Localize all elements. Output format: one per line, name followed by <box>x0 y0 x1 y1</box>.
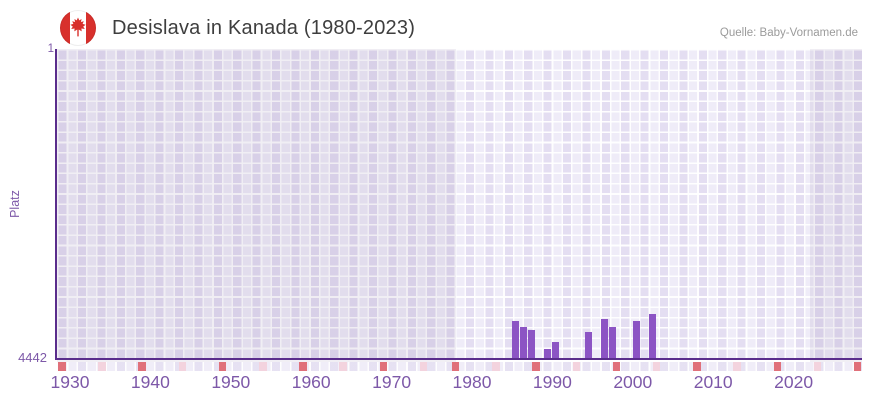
pink-marker-tile-2023 <box>813 362 822 371</box>
canada-flag-icon <box>60 10 96 46</box>
bar-1985[interactable] <box>512 321 520 358</box>
bar-1986[interactable] <box>520 326 528 358</box>
red-marker-tile-1929 <box>58 362 66 371</box>
pink-marker-tile-1944 <box>178 362 187 371</box>
bar-1987[interactable] <box>528 330 536 358</box>
x-tick-1970: 1970 <box>372 372 412 392</box>
x-tick-1990: 1990 <box>532 372 572 392</box>
x-tick-2010: 2010 <box>693 372 733 392</box>
x-tick-1940: 1940 <box>130 372 170 392</box>
bar-1997[interactable] <box>608 326 616 358</box>
pink-marker-tile-1993 <box>572 362 580 371</box>
red-marker-tile-1939 <box>138 362 146 371</box>
x-tick-1980: 1980 <box>452 372 492 392</box>
y-axis-max-label: 1 <box>47 43 54 55</box>
bar-2002[interactable] <box>648 314 656 358</box>
x-tick-1960: 1960 <box>291 372 331 392</box>
red-marker-tile-1978 <box>451 362 460 371</box>
red-marker-tile-1969 <box>379 362 388 371</box>
pink-marker-tile-2003 <box>652 362 661 371</box>
x-tick-2000: 2000 <box>613 372 653 392</box>
x-tick-1950: 1950 <box>211 372 251 392</box>
page-title: Desislava in Kanada (1980-2023) <box>112 17 416 39</box>
pink-marker-tile-1974 <box>419 362 428 371</box>
red-marker-tile-2018 <box>773 362 781 371</box>
red-marker-tile-2028 <box>853 362 862 371</box>
plot-area <box>57 49 862 358</box>
y-axis-title: Platz <box>8 190 22 218</box>
x-tick-2020: 2020 <box>774 372 814 392</box>
pink-marker-tile-1964 <box>339 362 347 371</box>
source-credit: Quelle: Baby-Vornamen.de <box>719 27 858 39</box>
pink-marker-tile-1983 <box>492 362 500 371</box>
bar-1996[interactable] <box>600 318 608 358</box>
y-axis-min-label: 4442 <box>18 350 47 365</box>
red-marker-tile-1998 <box>612 362 621 371</box>
red-marker-tile-1949 <box>218 362 227 371</box>
axis-tile-strip <box>57 362 862 371</box>
y-axis-line <box>55 49 57 360</box>
red-marker-tile-2008 <box>693 362 701 371</box>
bar-1994[interactable] <box>584 332 592 358</box>
x-axis-line <box>55 358 862 360</box>
pink-marker-tile-2013 <box>733 362 741 371</box>
pink-marker-tile-1954 <box>259 362 267 371</box>
red-marker-tile-1988 <box>532 362 540 371</box>
bar-1989[interactable] <box>544 348 552 358</box>
x-tick-1930: 1930 <box>50 372 90 392</box>
bar-2000[interactable] <box>632 321 640 358</box>
bar-1990[interactable] <box>552 341 560 358</box>
pink-marker-tile-1934 <box>98 362 106 371</box>
red-marker-tile-1959 <box>299 362 307 371</box>
